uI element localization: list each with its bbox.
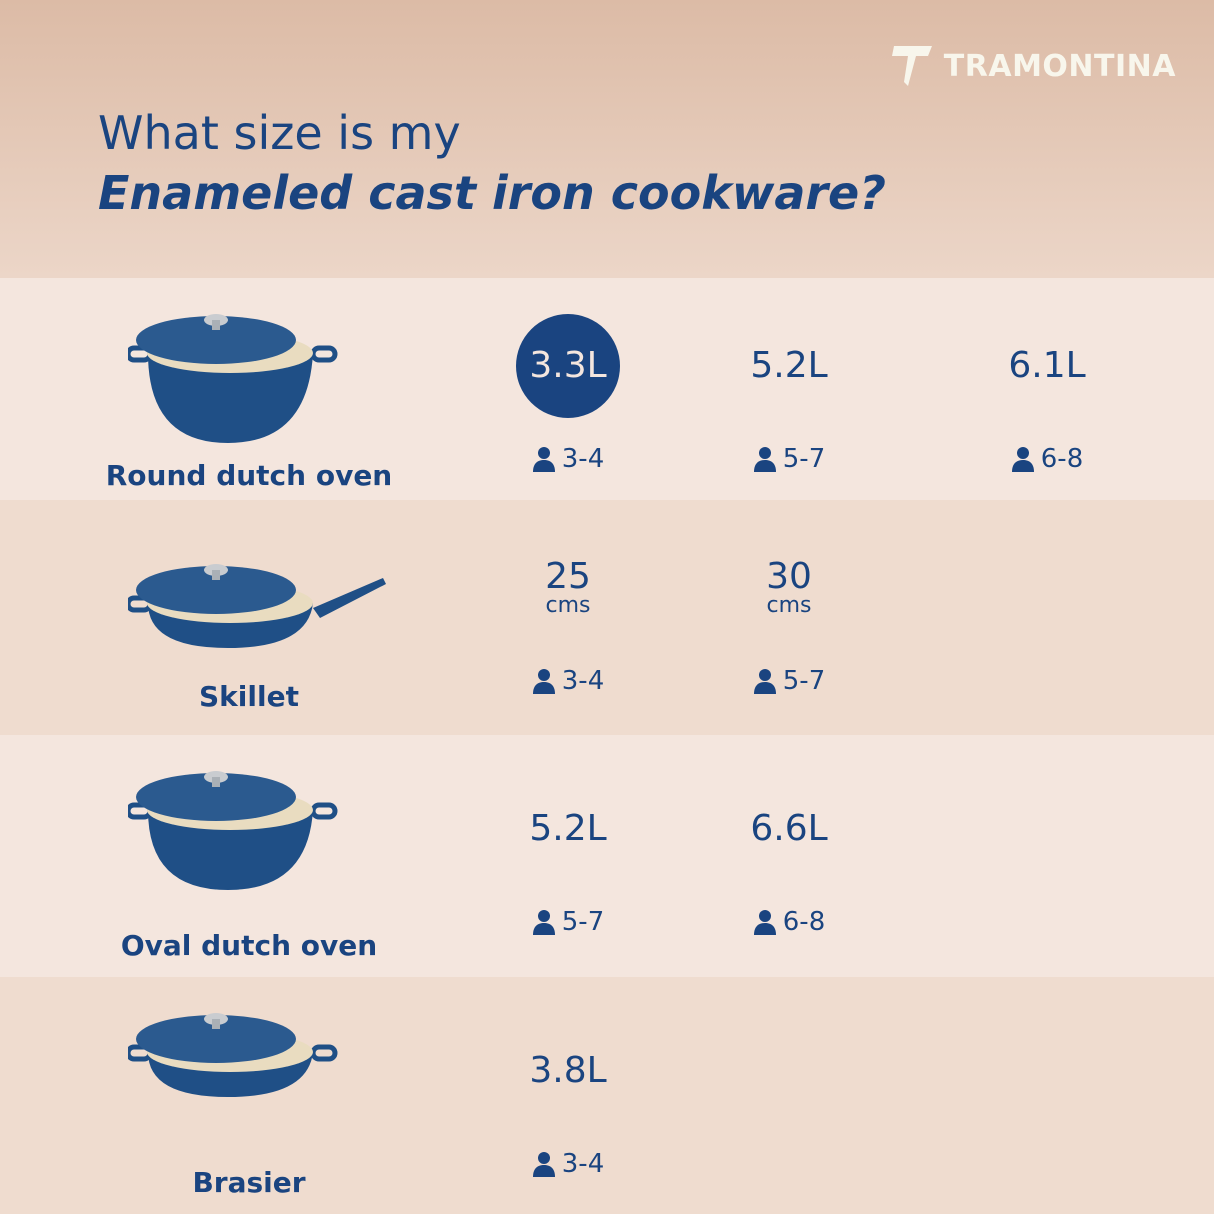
size-value: 5.2L	[478, 777, 658, 881]
skillet-pot-icon	[125, 564, 386, 648]
size-number: 3.3L	[529, 345, 607, 386]
size-option: 5.2L 5-7	[478, 777, 658, 938]
cookware-row: Oval dutch oven 5.2L 5-7 6.6L 6-8	[0, 735, 1214, 977]
cookware-row: Brasier 3.8L 3-4	[0, 977, 1214, 1214]
servings-count: 6-8	[782, 907, 826, 937]
cookware-row: Round dutch oven 3.3L 3-4 5.2L 5-7 6.1L 6-8	[0, 278, 1214, 500]
size-option: 3.3L 3-4	[478, 314, 658, 474]
servings: 6-8	[957, 444, 1137, 474]
cookware-name: Brasier	[192, 1166, 306, 1199]
size-number: 5.2L	[529, 808, 607, 849]
size-value: 3.8L	[478, 1019, 658, 1123]
servings-count: 6-8	[1040, 444, 1084, 474]
servings: 3-4	[478, 666, 658, 696]
cookware-name: Oval dutch oven	[120, 929, 378, 962]
cookware-image	[125, 745, 388, 919]
cookware-name: Skillet	[199, 680, 299, 713]
size-number: 6.6L	[750, 808, 828, 849]
servings: 3-4	[478, 444, 658, 474]
person-icon	[532, 910, 555, 935]
servings: 3-4	[478, 1149, 658, 1179]
size-option: 6.6L 6-8	[699, 777, 879, 938]
size-value: 30 cms	[699, 536, 879, 640]
size-value: 5.2L	[699, 314, 879, 418]
servings: 5-7	[699, 666, 879, 696]
oval-pot-icon	[125, 771, 338, 890]
person-icon	[753, 669, 776, 694]
person-icon	[532, 447, 555, 472]
size-option: 30 cms 5-7	[699, 536, 879, 696]
size-value: 25 cms	[478, 536, 658, 640]
size-number: 6.1L	[1008, 345, 1086, 386]
size-value: 3.3L	[516, 314, 620, 418]
round-pot-icon	[125, 314, 338, 443]
servings: 5-7	[699, 444, 879, 474]
person-icon	[753, 447, 776, 472]
servings-count: 5-7	[782, 444, 826, 474]
size-value: 6.6L	[699, 777, 879, 881]
size-unit: cms	[545, 593, 591, 618]
tramontina-logo: TRAMONTINA	[891, 44, 1176, 88]
person-icon	[753, 910, 776, 935]
size-unit: cms	[766, 593, 812, 618]
servings-count: 3-4	[561, 444, 605, 474]
brasier-pot-icon	[125, 1013, 338, 1097]
size-number: 3.8L	[529, 1050, 607, 1091]
cookware-image	[125, 538, 388, 712]
page-title-line1: What size is my	[98, 106, 461, 160]
servings: 6-8	[699, 907, 879, 937]
size-option: 3.8L 3-4	[478, 1019, 658, 1180]
tramontina-t-icon	[891, 46, 932, 86]
servings-count: 5-7	[561, 907, 605, 937]
servings-count: 3-4	[561, 1149, 605, 1179]
size-value: 6.1L	[957, 314, 1137, 418]
cookware-image	[125, 987, 388, 1161]
page-title-line2: Enameled cast iron cookware?	[98, 166, 886, 220]
person-icon	[532, 669, 555, 694]
header: TRAMONTINA What size is my Enameled cast…	[0, 0, 1214, 278]
servings: 5-7	[478, 907, 658, 937]
person-icon	[1011, 447, 1034, 472]
size-number: 30	[766, 556, 812, 597]
person-icon	[532, 1152, 555, 1177]
size-number: 25	[545, 556, 591, 597]
brand-name: TRAMONTINA	[943, 48, 1176, 84]
servings-count: 3-4	[561, 666, 605, 696]
size-option: 25 cms 3-4	[478, 536, 658, 696]
size-option: 6.1L 6-8	[957, 314, 1137, 475]
cookware-image	[125, 288, 388, 462]
size-number: 5.2L	[750, 345, 828, 386]
size-option: 5.2L 5-7	[699, 314, 879, 475]
cookware-row: Skillet 25 cms 3-4 30 cms 5-7	[0, 500, 1214, 735]
servings-count: 5-7	[782, 666, 826, 696]
cookware-name: Round dutch oven	[105, 459, 393, 492]
